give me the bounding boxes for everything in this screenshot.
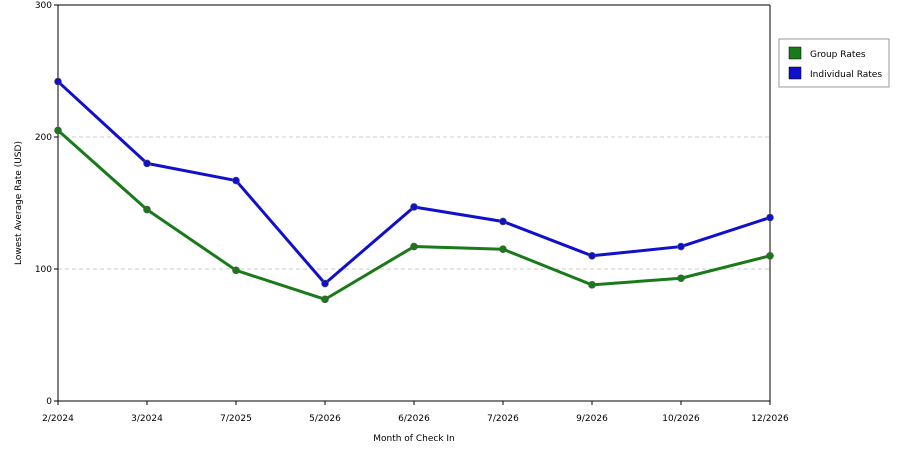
legend-swatch-individual-rates xyxy=(788,66,802,80)
legend-label-group-rates: Group Rates xyxy=(810,50,866,60)
x-tick-label: 9/2026 xyxy=(576,414,608,424)
data-point-individual-rates xyxy=(677,242,685,251)
data-point-individual-rates xyxy=(410,203,418,211)
legend-swatch-group-rates xyxy=(788,46,802,60)
data-point-individual-rates xyxy=(54,77,62,86)
data-point-individual-rates xyxy=(232,176,240,185)
data-point-group-rates xyxy=(410,242,418,251)
y-axis-title: Lowest Average Rate (USD) xyxy=(14,141,24,265)
data-point-group-rates xyxy=(54,126,62,135)
data-point-group-rates xyxy=(588,281,596,289)
y-tick-label: 300 xyxy=(35,1,52,11)
x-tick-label: 5/2026 xyxy=(309,414,341,424)
data-point-group-rates xyxy=(321,295,329,304)
x-axis-ticks: 2/2024 3/2024 7/2025 5/2026 6/2026 7/2026 9/20… xyxy=(42,401,789,424)
legend-label-individual-rates: Individual Rates xyxy=(810,70,882,80)
data-point-individual-rates xyxy=(499,217,507,226)
data-point-individual-rates xyxy=(321,279,329,288)
y-tick-label: 200 xyxy=(35,133,52,143)
legend: Group Rates Individual Rates xyxy=(778,38,890,88)
x-axis-title: Month of Check In xyxy=(373,434,455,444)
data-point-individual-rates xyxy=(588,252,596,260)
y-tick-label: 100 xyxy=(35,265,52,275)
x-tick-label: 2/2024 xyxy=(42,414,74,424)
series-lines xyxy=(54,77,774,304)
data-point-group-rates xyxy=(143,205,151,214)
x-tick-label: 3/2024 xyxy=(131,414,163,424)
x-tick-label: 6/2026 xyxy=(398,414,430,424)
data-point-group-rates xyxy=(766,252,774,260)
data-point-group-rates xyxy=(499,245,507,253)
data-point-individual-rates xyxy=(143,159,151,168)
data-point-group-rates xyxy=(677,274,685,283)
y-axis-ticks: 0 100 200 300 xyxy=(35,1,58,407)
x-tick-label: 12/2026 xyxy=(751,414,789,424)
data-point-group-rates xyxy=(232,266,240,275)
x-tick-label: 10/2026 xyxy=(662,414,700,424)
plot-area xyxy=(58,5,770,401)
y-tick-label: 0 xyxy=(46,397,52,407)
x-tick-label: 7/2026 xyxy=(487,414,519,424)
data-point-individual-rates xyxy=(766,213,774,222)
x-tick-label: 7/2025 xyxy=(220,414,252,424)
